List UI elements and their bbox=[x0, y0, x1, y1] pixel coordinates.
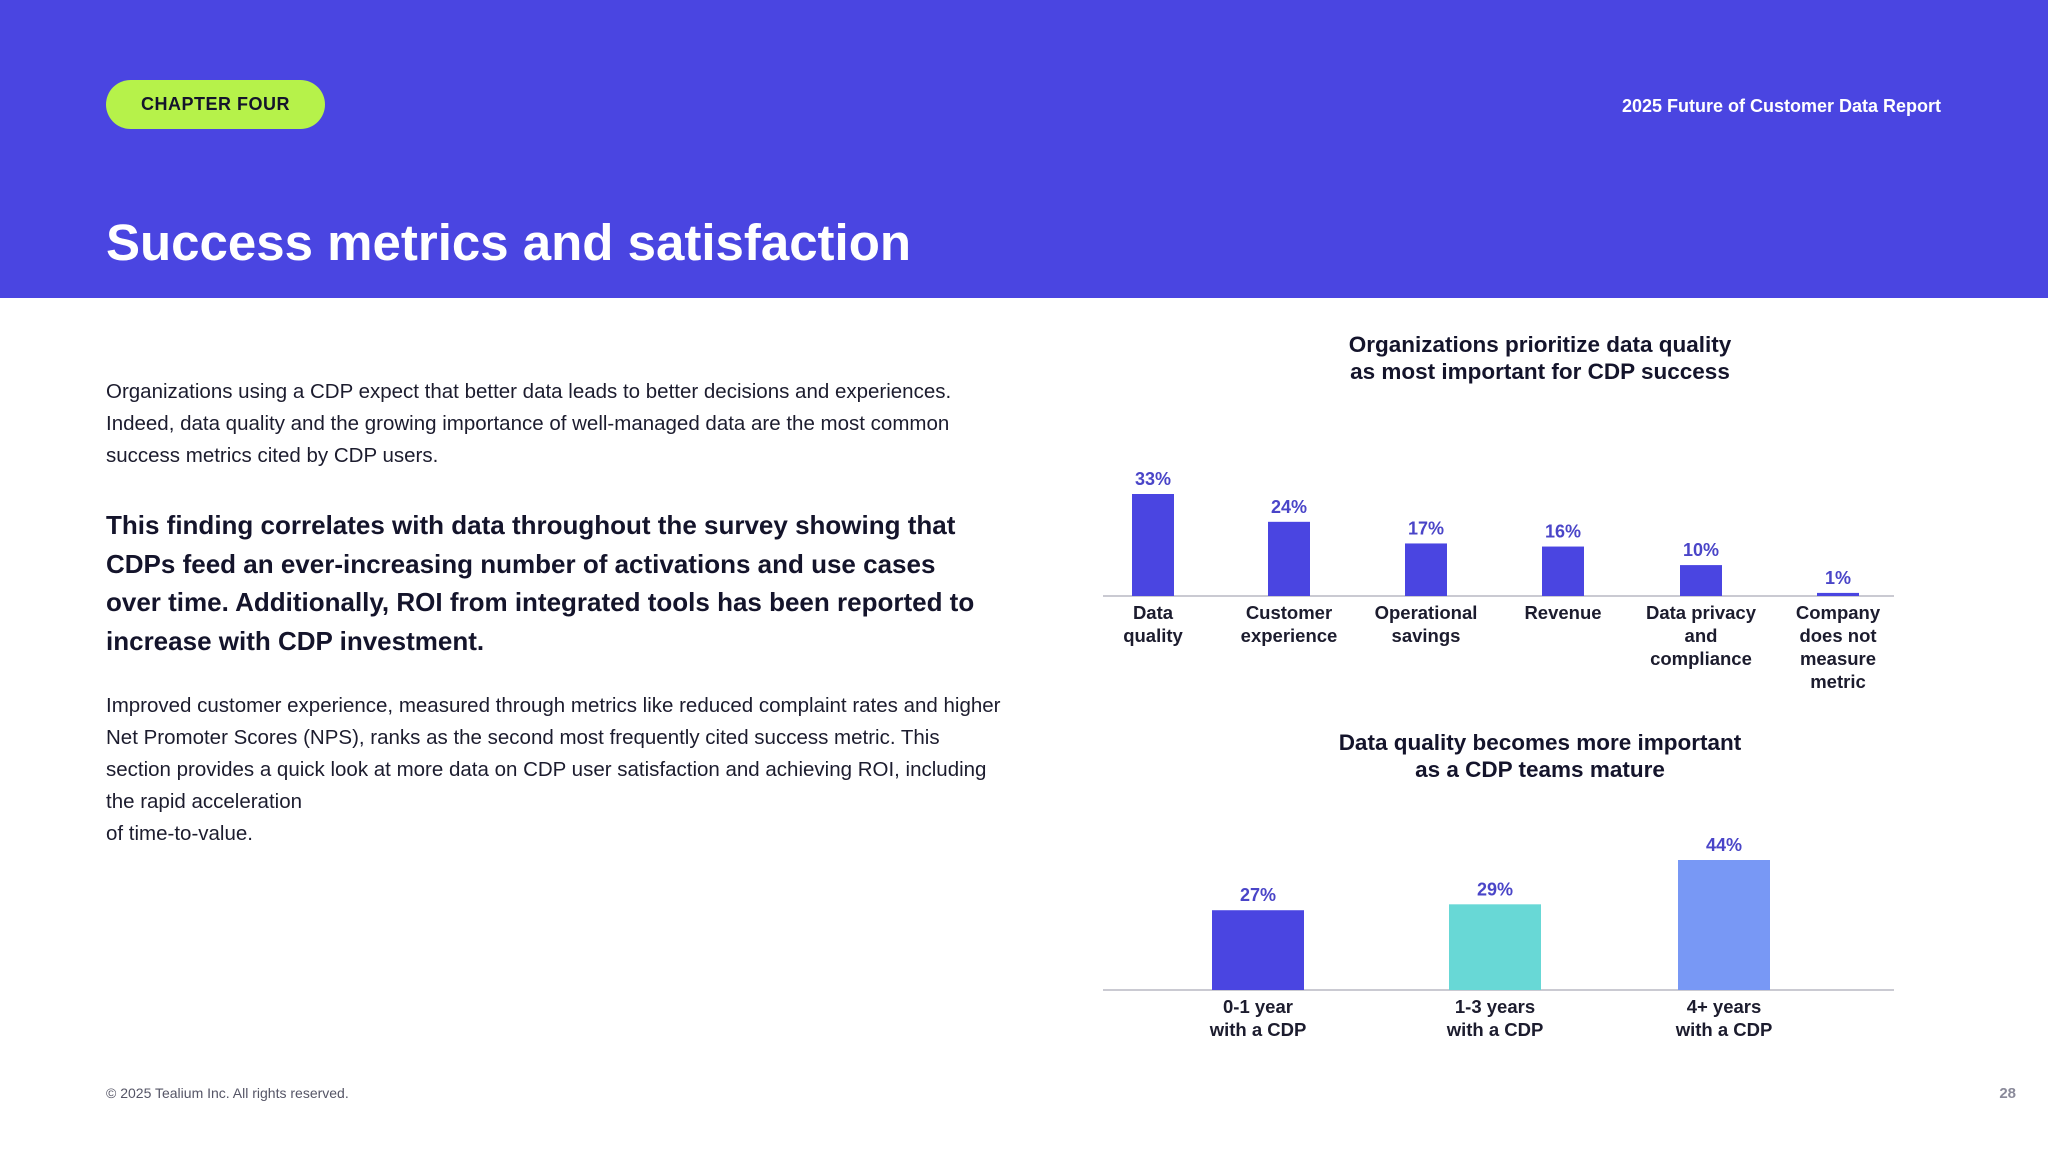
chart-category-label: Data bbox=[1133, 602, 1174, 623]
chapter-badge: CHAPTER FOUR bbox=[106, 80, 325, 129]
chart-category-label: Operational bbox=[1375, 602, 1478, 623]
chart-title-maturity: Data quality becomes more important as a… bbox=[1100, 729, 1980, 783]
chart-category-label: Data privacy bbox=[1646, 602, 1757, 623]
chart-bar bbox=[1542, 546, 1584, 596]
chart-value-label: 33% bbox=[1135, 469, 1171, 489]
chart-category-label: quality bbox=[1123, 625, 1183, 646]
report-title: 2025 Future of Customer Data Report bbox=[1621, 96, 1941, 116]
body-paragraph-line: of time-to-value. bbox=[106, 822, 253, 845]
chart-category-label: 0-1 year bbox=[1223, 996, 1293, 1017]
chart-category-label: and bbox=[1685, 625, 1718, 646]
body-paragraph: Improved customer experience, measured t… bbox=[106, 690, 1006, 850]
chart-bar bbox=[1212, 910, 1304, 990]
chart-bar bbox=[1817, 592, 1859, 596]
header-band: CHAPTER FOUR 2025 Future of Customer Dat… bbox=[0, 0, 2048, 298]
chart-bar bbox=[1132, 494, 1174, 596]
chart-value-label: 27% bbox=[1240, 885, 1276, 905]
chart-category-label: Customer bbox=[1246, 602, 1332, 623]
chart-value-label: 44% bbox=[1706, 835, 1742, 855]
chart-category-label: 1-3 years bbox=[1455, 996, 1535, 1017]
chart-category-label: with a CDP bbox=[1675, 1019, 1773, 1040]
chart-value-label: 16% bbox=[1545, 522, 1581, 542]
highlight-paragraph: This finding correlates with data throug… bbox=[106, 510, 975, 656]
chart-title-line: as a CDP teams mature bbox=[1415, 757, 1665, 782]
chart-category-label: Company bbox=[1796, 602, 1881, 623]
chart-category-label: 4+ years bbox=[1687, 996, 1762, 1017]
chart-category-label: does not bbox=[1799, 625, 1876, 646]
chart-bar bbox=[1680, 565, 1722, 596]
chart-bar bbox=[1405, 543, 1447, 596]
chart-title-line: as most important for CDP success bbox=[1350, 359, 1730, 384]
chart-category-label: experience bbox=[1241, 625, 1338, 646]
chart-category-label: with a CDP bbox=[1446, 1019, 1544, 1040]
chart-category-label: with a CDP bbox=[1209, 1019, 1307, 1040]
chart-title-line: Data quality becomes more important bbox=[1338, 730, 1742, 755]
chart-value-label: 24% bbox=[1271, 497, 1307, 517]
chart-category-label: compliance bbox=[1650, 648, 1752, 669]
chart-value-label: 10% bbox=[1683, 540, 1719, 560]
chart-bar bbox=[1449, 904, 1541, 990]
chart-bar bbox=[1678, 860, 1770, 990]
page-number: 28 bbox=[1999, 1085, 2016, 1102]
chart-category-label: measure bbox=[1800, 648, 1876, 669]
page-title: Success metrics and satisfaction bbox=[106, 214, 912, 271]
chart-category-label: metric bbox=[1810, 671, 1866, 692]
chart-title-priorities: Organizations prioritize data quality as… bbox=[1100, 331, 1980, 385]
chart-bar bbox=[1268, 521, 1310, 596]
chart-value-label: 17% bbox=[1408, 518, 1444, 538]
body-paragraph-line: Improved customer experience, measured t… bbox=[106, 694, 1001, 813]
chart-category-label: savings bbox=[1392, 625, 1461, 646]
chart-title-line: Organizations prioritize data quality bbox=[1348, 332, 1732, 357]
chart-value-label: 29% bbox=[1477, 879, 1513, 899]
chart-value-label: 1% bbox=[1825, 568, 1851, 588]
chart-category-label: Revenue bbox=[1524, 602, 1601, 623]
copyright: © 2025 Tealium Inc. All rights reserved. bbox=[106, 1085, 349, 1101]
intro-paragraph: Organizations using a CDP expect that be… bbox=[106, 380, 952, 467]
